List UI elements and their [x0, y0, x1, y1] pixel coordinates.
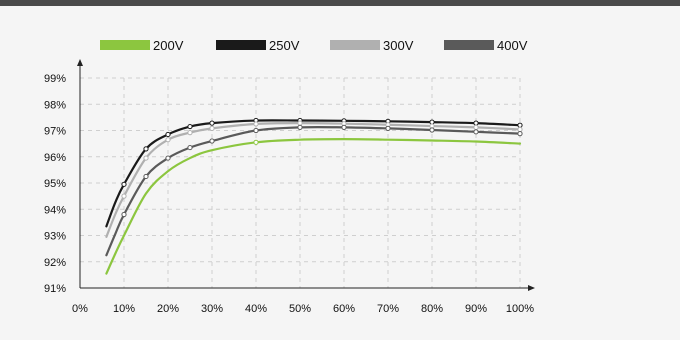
data-point-250v [165, 131, 171, 138]
x-tick-label: 80% [421, 303, 443, 315]
y-tick-label: 92% [44, 257, 66, 269]
x-tick-label: 0% [72, 303, 88, 315]
legend-swatch-300v [330, 40, 380, 50]
data-point-300v [473, 124, 479, 130]
data-point-400v [297, 124, 303, 130]
x-tick-label: 30% [201, 303, 223, 315]
x-tick-label: 70% [377, 303, 399, 315]
data-point-250v [209, 120, 215, 126]
data-point-400v [165, 155, 171, 161]
y-tick-label: 91% [44, 283, 66, 295]
data-point-300v [187, 130, 193, 136]
data-point-300v [517, 126, 523, 133]
x-tick-label: 100% [506, 303, 534, 315]
series-markers [121, 117, 523, 218]
legend-swatch-250v [216, 40, 266, 50]
data-point-400v [517, 131, 523, 137]
legend-label-250v: 250V [269, 38, 300, 53]
y-tick-label: 94% [44, 204, 66, 216]
legend-label-300v: 300V [383, 38, 414, 53]
y-tick-label: 98% [44, 99, 66, 111]
data-point-400v [121, 211, 127, 218]
data-point-400v [253, 127, 259, 134]
y-tick-label: 99% [44, 73, 66, 85]
y-tick-label: 97% [44, 126, 66, 138]
data-point-250v [121, 181, 127, 187]
legend-label-400v: 400V [497, 38, 528, 53]
legend-swatch-400v [444, 40, 494, 50]
y-tick-label: 96% [44, 152, 66, 164]
data-point-250v [187, 123, 193, 130]
data-point-400v [143, 173, 149, 180]
x-tick-label: 50% [289, 303, 311, 315]
data-point-200v [253, 139, 259, 145]
series-lines [105, 119, 522, 275]
axes [77, 59, 535, 291]
x-axis-arrow-icon [528, 285, 535, 291]
legend: 200V 250V 300V 400V [100, 38, 528, 53]
x-tick-label: 90% [465, 303, 487, 315]
data-point-250v [473, 120, 479, 126]
data-point-250v [517, 122, 523, 128]
series-line-300v [105, 122, 522, 238]
legend-label-200v: 200V [153, 38, 184, 53]
data-point-400v [385, 125, 391, 131]
x-tick-label: 20% [157, 303, 179, 315]
data-point-300v [209, 125, 215, 131]
data-point-300v [143, 155, 149, 161]
data-point-250v [143, 146, 149, 152]
series-line-250v [105, 119, 522, 228]
y-axis-arrow-icon [77, 59, 83, 66]
data-point-400v [429, 127, 435, 133]
legend-swatch-200v [100, 40, 150, 50]
x-tick-labels: 0% 10% 20% 30% 40% 50% 60% 70% 80% 90% 100% [72, 303, 534, 315]
y-tick-labels: 91% 92% 93% 94% 95% 96% 97% 98% 99% [44, 73, 66, 295]
data-point-300v [297, 120, 303, 126]
data-point-400v [473, 129, 479, 135]
series-line-400v [105, 125, 522, 257]
x-tick-label: 40% [245, 303, 267, 315]
data-point-400v [187, 144, 193, 151]
y-tick-label: 93% [44, 231, 66, 243]
data-point-300v [121, 193, 127, 199]
x-tick-label: 60% [333, 303, 355, 315]
series-line-200v [105, 138, 522, 275]
top-bar [0, 0, 680, 6]
data-point-300v [253, 121, 259, 127]
x-tick-label: 10% [113, 303, 135, 315]
y-tick-label: 95% [44, 178, 66, 190]
data-point-400v [209, 138, 215, 144]
data-point-300v [165, 137, 171, 143]
grid [80, 77, 521, 288]
data-point-400v [341, 124, 347, 130]
